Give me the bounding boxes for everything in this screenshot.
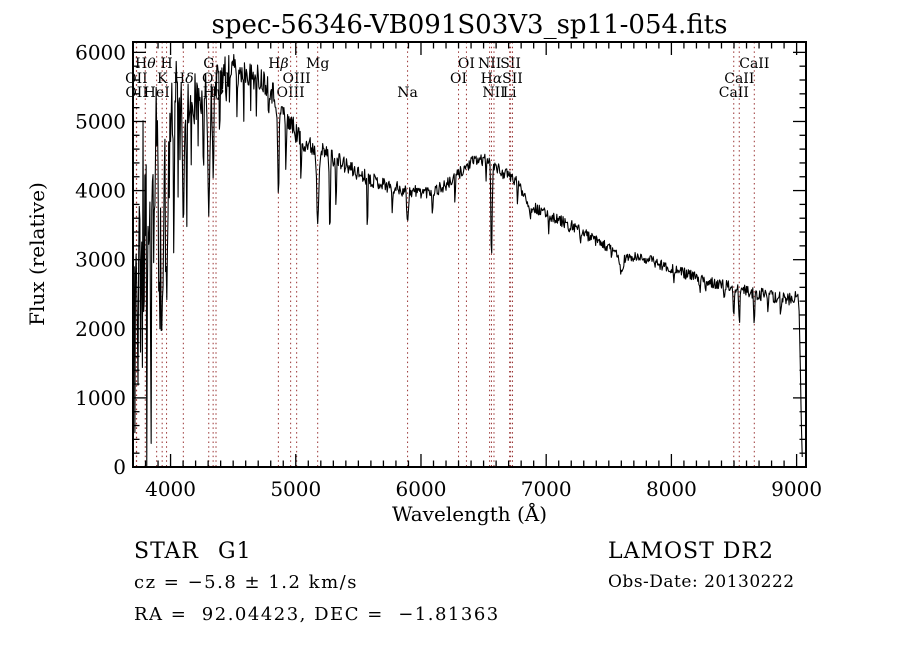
- y-tick-label: 1000: [75, 386, 126, 410]
- spectral-line-label: H: [160, 56, 172, 72]
- spectral-line-label: G: [203, 56, 214, 72]
- spectral-line-markers: [135, 42, 755, 467]
- y-tick-label: 0: [113, 455, 126, 479]
- spectral-line-label: HeI: [144, 85, 170, 101]
- page-title: spec-56346-VB091S03V3_sp11-054.fits: [211, 10, 728, 40]
- cz-value-label: cz = −5.8 ± 1.2 km/s: [134, 572, 358, 593]
- ra-dec-label: RA = 92.04423, DEC = −1.81363: [134, 604, 500, 625]
- plot-frame: [132, 41, 807, 468]
- x-axis-title: Wavelength (Å): [392, 501, 547, 526]
- spectrum: [132, 54, 803, 467]
- spectral-line-label: Hθ: [135, 56, 156, 72]
- spectral-line-label: OI: [458, 56, 475, 72]
- y-tick-label: 4000: [75, 179, 126, 203]
- spectral-line-label: Hβ: [268, 56, 288, 72]
- x-tick-label: 4000: [145, 477, 196, 501]
- x-tick-label: 7000: [521, 477, 572, 501]
- object-class-label: STAR: [134, 539, 199, 564]
- x-tick-label: 9000: [771, 477, 822, 501]
- spectral-line-label: OIII: [277, 85, 305, 101]
- spectrum-trace: [132, 54, 803, 467]
- spectral-line-label: CaII: [719, 85, 749, 101]
- spectral-line-label: K: [157, 71, 168, 87]
- spectral-line-label: OII: [125, 85, 148, 101]
- axes-ticks: 4000 5000 6000 7000 8000 9000 0 1000 2000 3000 400…: [75, 40, 822, 501]
- axis-titles: Wavelength (Å) Flux (relative): [25, 182, 547, 526]
- x-tick-label: 6000: [396, 477, 447, 501]
- x-tick-label: 8000: [646, 477, 697, 501]
- spectral-line-label: SII: [500, 56, 521, 72]
- spectral-line-label: Li: [503, 85, 517, 101]
- y-tick-label: 2000: [75, 317, 126, 341]
- spectral-line-label: CaII: [724, 71, 754, 87]
- survey-release-label: LAMOST DR2: [608, 539, 774, 564]
- spectral-line-label: NII: [478, 56, 501, 72]
- spectral-line-label: OI: [450, 71, 467, 87]
- y-axis-title: Flux (relative): [25, 182, 49, 326]
- spectral-line-label: Mg: [306, 56, 329, 72]
- spectral-line-label: Na: [397, 85, 418, 101]
- spectral-line-label: OIII: [283, 71, 311, 87]
- obs-date-label: Obs-Date: 20130222: [608, 572, 795, 592]
- frame: [132, 41, 807, 468]
- spectral-line-label: CaII: [739, 56, 769, 72]
- spectral-line-label: OII: [125, 71, 148, 87]
- x-tick-label: 5000: [270, 477, 321, 501]
- y-tick-label: 5000: [75, 109, 126, 133]
- spectral-line-label: SII: [502, 71, 523, 87]
- y-tick-label: 6000: [75, 40, 126, 64]
- object-subclass-label: G1: [218, 539, 252, 564]
- y-tick-label: 3000: [75, 248, 126, 272]
